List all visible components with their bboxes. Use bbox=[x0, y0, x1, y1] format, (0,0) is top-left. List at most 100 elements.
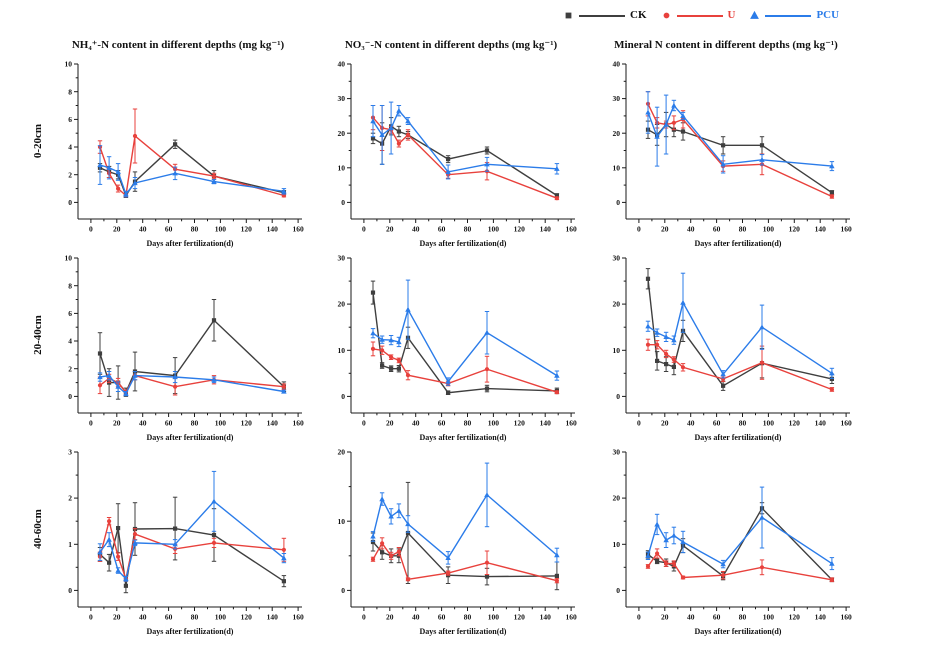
svg-text:20: 20 bbox=[113, 225, 121, 234]
svg-text:0: 0 bbox=[637, 613, 641, 622]
svg-text:60: 60 bbox=[438, 613, 446, 622]
svg-text:60: 60 bbox=[713, 613, 721, 622]
svg-text:20: 20 bbox=[613, 300, 621, 309]
svg-text:20: 20 bbox=[386, 225, 394, 234]
svg-text:Days after fertilization(d): Days after fertilization(d) bbox=[695, 627, 782, 636]
svg-text:80: 80 bbox=[464, 419, 472, 428]
legend-line bbox=[676, 14, 723, 17]
svg-text:30: 30 bbox=[613, 448, 621, 457]
chart-no3-0-20cm: 0 20 40 60 80 100 120 140 160 0 10 20 30 40 Days after… bbox=[317, 58, 585, 252]
chart-no3-40-60cm: 0 20 40 60 80 100 120 140 160 0 10 20 Days after fer… bbox=[317, 446, 585, 640]
svg-text:6: 6 bbox=[68, 309, 72, 318]
svg-text:140: 140 bbox=[267, 225, 279, 234]
legend-item-u: U bbox=[661, 9, 736, 21]
row-label-20-40cm: 20-40cm bbox=[32, 315, 44, 355]
svg-text:4: 4 bbox=[68, 337, 72, 346]
svg-text:0: 0 bbox=[341, 198, 345, 207]
triangle-marker-icon bbox=[749, 10, 760, 21]
legend: CK U PCU bbox=[563, 10, 839, 21]
svg-text:120: 120 bbox=[241, 419, 253, 428]
svg-text:0: 0 bbox=[616, 392, 620, 401]
chart-mineral-40-60cm: 0 20 40 60 80 100 120 140 160 0 10 20 30 Days after f… bbox=[592, 446, 860, 640]
svg-text:0: 0 bbox=[89, 419, 93, 428]
svg-text:100: 100 bbox=[763, 225, 775, 234]
svg-text:80: 80 bbox=[464, 613, 472, 622]
svg-text:120: 120 bbox=[241, 225, 253, 234]
svg-text:160: 160 bbox=[840, 613, 852, 622]
svg-text:100: 100 bbox=[763, 419, 775, 428]
svg-text:40: 40 bbox=[338, 60, 346, 69]
svg-text:160: 160 bbox=[840, 419, 852, 428]
svg-text:40: 40 bbox=[687, 419, 695, 428]
svg-text:60: 60 bbox=[165, 419, 173, 428]
legend-item-pcu: PCU bbox=[749, 10, 839, 21]
svg-text:4: 4 bbox=[68, 143, 72, 152]
svg-text:80: 80 bbox=[191, 225, 199, 234]
svg-text:20: 20 bbox=[386, 419, 394, 428]
svg-text:0: 0 bbox=[616, 586, 620, 595]
svg-text:8: 8 bbox=[68, 87, 72, 96]
svg-text:0: 0 bbox=[68, 392, 72, 401]
row-label-0-20cm: 0-20cm bbox=[32, 123, 44, 159]
svg-text:140: 140 bbox=[540, 225, 552, 234]
svg-text:Days after fertilization(d): Days after fertilization(d) bbox=[695, 239, 782, 248]
legend-label: U bbox=[727, 9, 736, 21]
svg-text:120: 120 bbox=[241, 613, 253, 622]
svg-text:100: 100 bbox=[488, 613, 500, 622]
svg-text:10: 10 bbox=[65, 60, 73, 69]
svg-text:20: 20 bbox=[113, 613, 121, 622]
square-marker-icon bbox=[563, 10, 574, 21]
svg-text:100: 100 bbox=[215, 225, 227, 234]
legend-label: CK bbox=[630, 9, 647, 21]
svg-text:10: 10 bbox=[65, 254, 73, 263]
svg-text:140: 140 bbox=[267, 419, 279, 428]
chart-no3-20-40cm: 0 20 40 60 80 100 120 140 160 0 10 20 30 Days after f… bbox=[317, 252, 585, 446]
svg-text:20: 20 bbox=[613, 494, 621, 503]
no3-40-60-plot: 0 20 40 60 80 100 120 140 160 0 10 20 Days after fer… bbox=[338, 448, 577, 636]
svg-text:2: 2 bbox=[68, 170, 72, 179]
svg-text:100: 100 bbox=[215, 613, 227, 622]
svg-text:100: 100 bbox=[488, 419, 500, 428]
svg-text:10: 10 bbox=[338, 517, 346, 526]
chart-mineral-0-20cm: 0 20 40 60 80 100 120 140 160 0 10 20 30 40 Days after… bbox=[592, 58, 860, 252]
chart-nh4-40-60cm: 0 20 40 60 80 100 120 140 160 0 1 2 3 Days after fert… bbox=[44, 446, 312, 640]
svg-text:0: 0 bbox=[68, 586, 72, 595]
svg-text:160: 160 bbox=[565, 613, 577, 622]
svg-text:40: 40 bbox=[139, 419, 147, 428]
svg-text:120: 120 bbox=[514, 419, 526, 428]
svg-text:120: 120 bbox=[514, 225, 526, 234]
svg-text:160: 160 bbox=[565, 225, 577, 234]
svg-text:20: 20 bbox=[338, 448, 346, 457]
svg-text:140: 140 bbox=[815, 613, 827, 622]
nh4-0-20-plot: 0 20 40 60 80 100 120 140 160 0 2 4 6 8 10 Days after f… bbox=[65, 60, 304, 248]
svg-text:Days after fertilization(d): Days after fertilization(d) bbox=[695, 433, 782, 442]
svg-text:40: 40 bbox=[412, 419, 420, 428]
svg-text:Days after fertilization(d): Days after fertilization(d) bbox=[147, 239, 234, 248]
svg-text:20: 20 bbox=[661, 613, 669, 622]
svg-text:140: 140 bbox=[267, 613, 279, 622]
svg-text:20: 20 bbox=[113, 419, 121, 428]
svg-text:40: 40 bbox=[412, 225, 420, 234]
svg-text:30: 30 bbox=[613, 254, 621, 263]
legend-item-ck: CK bbox=[563, 10, 647, 21]
svg-text:2: 2 bbox=[68, 364, 72, 373]
svg-text:120: 120 bbox=[514, 613, 526, 622]
svg-text:80: 80 bbox=[191, 613, 199, 622]
svg-text:Days after fertilization(d): Days after fertilization(d) bbox=[147, 627, 234, 636]
column-title-mineral: Mineral N content in different depths (m… bbox=[614, 39, 838, 51]
svg-text:120: 120 bbox=[789, 225, 801, 234]
svg-text:80: 80 bbox=[739, 225, 747, 234]
svg-text:80: 80 bbox=[464, 225, 472, 234]
svg-text:0: 0 bbox=[637, 419, 641, 428]
svg-text:100: 100 bbox=[215, 419, 227, 428]
chart-mineral-20-40cm: 0 20 40 60 80 100 120 140 160 0 10 20 30 Days after f… bbox=[592, 252, 860, 446]
svg-text:80: 80 bbox=[191, 419, 199, 428]
svg-text:10: 10 bbox=[338, 163, 346, 172]
svg-text:0: 0 bbox=[89, 225, 93, 234]
svg-text:120: 120 bbox=[789, 419, 801, 428]
svg-text:40: 40 bbox=[139, 225, 147, 234]
svg-text:140: 140 bbox=[815, 225, 827, 234]
svg-text:30: 30 bbox=[613, 94, 621, 103]
nh4-20-40-plot: 0 20 40 60 80 100 120 140 160 0 2 4 6 8 10 Days after f… bbox=[65, 254, 304, 442]
